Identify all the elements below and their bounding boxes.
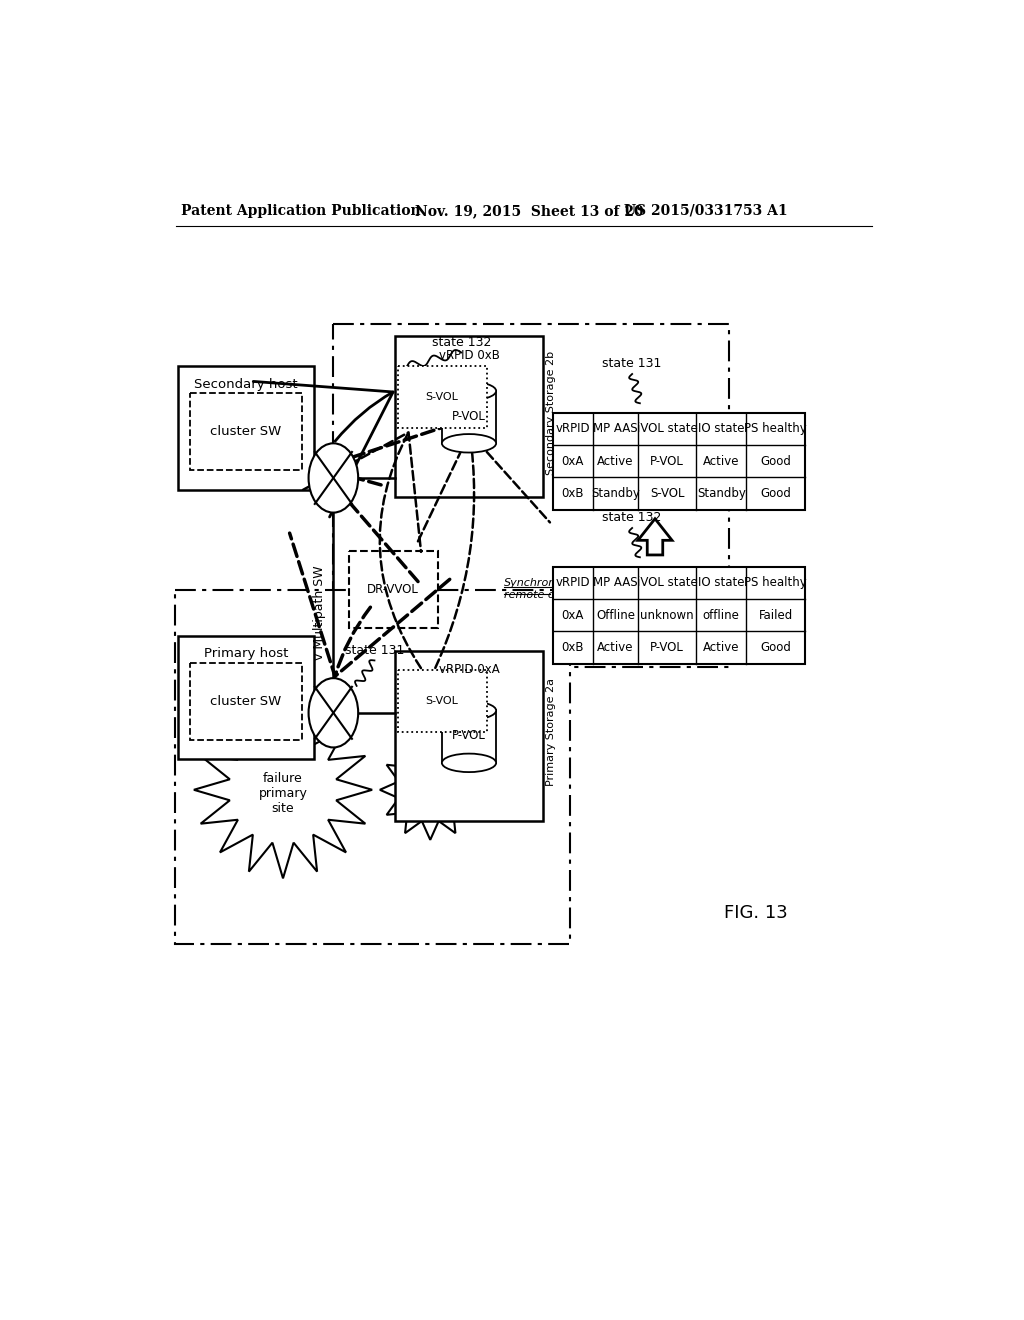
Ellipse shape: [308, 444, 358, 512]
Bar: [442, 391, 496, 444]
Text: IO state: IO state: [698, 576, 744, 589]
Text: S-VOL: S-VOL: [425, 696, 459, 706]
Text: 0xB: 0xB: [561, 487, 584, 500]
Text: Active: Active: [597, 640, 634, 653]
Text: S-VOL: S-VOL: [425, 392, 459, 403]
Text: cluster SW: cluster SW: [210, 694, 282, 708]
Text: state 132: state 132: [602, 511, 662, 524]
Text: P-VOL: P-VOL: [452, 409, 486, 422]
Text: 0xB: 0xB: [561, 640, 584, 653]
Text: Active: Active: [597, 454, 634, 467]
Bar: [395, 651, 543, 821]
Text: P-VOL: P-VOL: [650, 454, 684, 467]
Ellipse shape: [442, 381, 496, 400]
Text: DR-VVOL: DR-VVOL: [368, 583, 419, 597]
Text: US 2015/0331753 A1: US 2015/0331753 A1: [624, 203, 787, 218]
Text: MP AAS: MP AAS: [593, 422, 638, 436]
Text: PS healthy: PS healthy: [744, 576, 807, 589]
Text: vRPID: vRPID: [556, 422, 590, 436]
Text: vRPID 0xA: vRPID 0xA: [438, 663, 500, 676]
Bar: [190, 663, 302, 739]
Text: state 131: state 131: [602, 358, 662, 370]
Bar: [553, 566, 805, 664]
Text: Active: Active: [703, 640, 739, 653]
Text: IO state: IO state: [698, 422, 744, 436]
Bar: [349, 552, 438, 628]
Ellipse shape: [442, 701, 496, 719]
Text: Secondary Storage 2b: Secondary Storage 2b: [547, 350, 556, 475]
Text: Synchronous
remote copy: Synchronous remote copy: [504, 578, 575, 599]
Text: offline: offline: [702, 609, 739, 622]
Text: unknown: unknown: [640, 609, 694, 622]
Bar: [553, 412, 805, 510]
Text: FIG. 13: FIG. 13: [724, 904, 787, 921]
Text: Patent Application Publication: Patent Application Publication: [180, 203, 420, 218]
Text: P-VOL: P-VOL: [650, 640, 684, 653]
Text: iVOL state: iVOL state: [637, 576, 697, 589]
Polygon shape: [194, 701, 372, 878]
Text: Nov. 19, 2015  Sheet 13 of 20: Nov. 19, 2015 Sheet 13 of 20: [415, 203, 643, 218]
Bar: [334, 323, 729, 667]
Ellipse shape: [442, 754, 496, 772]
Text: vRPID 0xB: vRPID 0xB: [438, 350, 500, 363]
Bar: [178, 636, 314, 759]
Text: state 132: state 132: [431, 337, 490, 350]
Bar: [190, 393, 302, 470]
Text: Standby: Standby: [696, 487, 745, 500]
Polygon shape: [380, 739, 480, 840]
Text: Secondary host: Secondary host: [194, 378, 298, 391]
Ellipse shape: [442, 434, 496, 453]
Text: v Multipath SW: v Multipath SW: [313, 565, 326, 660]
Text: Active: Active: [703, 454, 739, 467]
Text: Good: Good: [760, 454, 791, 467]
Text: Failed: Failed: [759, 609, 793, 622]
Ellipse shape: [308, 678, 358, 747]
Text: Offline: Offline: [596, 609, 635, 622]
Text: vRPID: vRPID: [556, 576, 590, 589]
Text: Standby: Standby: [591, 487, 640, 500]
Text: S-VOL: S-VOL: [650, 487, 684, 500]
Polygon shape: [638, 519, 672, 554]
Text: MP AAS: MP AAS: [593, 576, 638, 589]
Bar: [178, 367, 314, 490]
Text: P-VOL: P-VOL: [452, 730, 486, 742]
Text: state 131: state 131: [345, 644, 404, 657]
Text: Primary host: Primary host: [204, 647, 288, 660]
Bar: [395, 335, 543, 498]
Text: Good: Good: [760, 640, 791, 653]
Bar: [174, 590, 569, 944]
Text: iVOL state: iVOL state: [637, 422, 697, 436]
Text: 0xA: 0xA: [561, 454, 584, 467]
Text: failure
primary
site: failure primary site: [259, 772, 307, 816]
Text: Good: Good: [760, 487, 791, 500]
Text: Primary Storage 2a: Primary Storage 2a: [547, 678, 556, 785]
Text: PS healthy: PS healthy: [744, 422, 807, 436]
Bar: [397, 671, 486, 733]
Text: 0xA: 0xA: [561, 609, 584, 622]
Bar: [442, 710, 496, 763]
Bar: [397, 367, 486, 428]
Text: cluster SW: cluster SW: [210, 425, 282, 438]
